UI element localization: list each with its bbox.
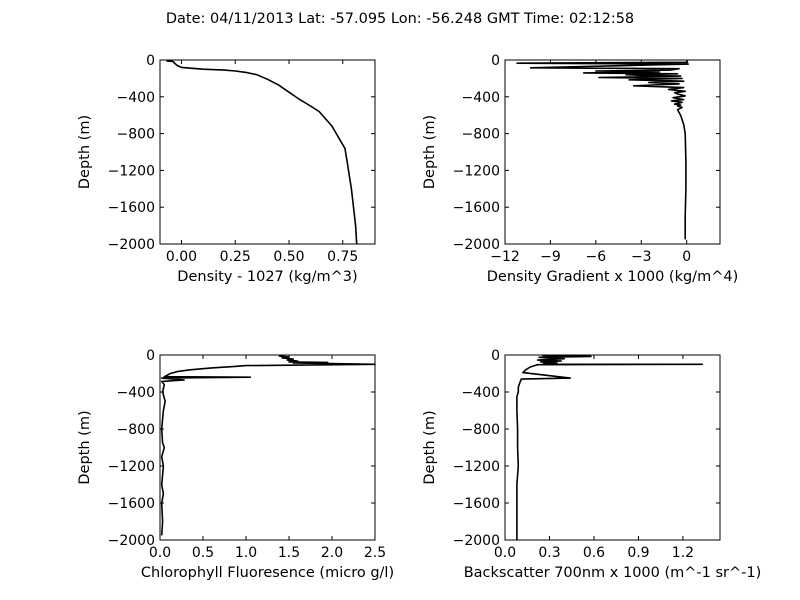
y-tick-label: −1200: [108, 459, 155, 475]
y-tick-label: −400: [117, 385, 155, 401]
panels: 0.00 0.25 0.50 0.750−400−800−1200−1600−2000…: [77, 53, 761, 581]
x-tick-label: 0: [682, 249, 691, 265]
series-line: [166, 60, 358, 245]
y-tick-label: −400: [462, 385, 500, 401]
x-tick-label: 1.2: [672, 545, 694, 561]
axes-frame: [504, 59, 721, 245]
y-tick-label: −2000: [108, 533, 155, 549]
y-tick-label: −800: [462, 422, 500, 438]
panel-4: 0.0 0.3 0.6 0.9 1.2 0 −400 −800 −1200 −1600 −2000 B…: [422, 348, 761, 581]
y-tick-label: −1200: [453, 459, 500, 475]
y-axis-label: Depth (m): [422, 410, 438, 484]
x-tick-label: 0.9: [627, 545, 649, 561]
axes-frame: [159, 354, 376, 541]
x-axis-label: Density Gradient x 1000 (kg/m^4): [487, 269, 738, 285]
x-tick-label: 1.5: [278, 545, 300, 561]
y-tick-label: −1200: [108, 163, 155, 179]
series-line: [160, 355, 376, 536]
x-tick-label: 2.5: [364, 545, 386, 561]
x-tick-label: 0.25: [220, 249, 251, 265]
y-tick-label: −1200: [453, 163, 500, 179]
y-tick-label: 0: [491, 348, 500, 364]
y-tick-label: −2000: [108, 237, 155, 253]
x-axis-label: Density - 1027 (kg/m^3): [177, 269, 357, 285]
panel-1: 0.00 0.25 0.50 0.75 0 −400 −800 −1200 −1600 −2000…: [77, 53, 376, 285]
x-tick-label: 0.0: [149, 545, 171, 561]
y-tick-label: −1600: [453, 496, 500, 512]
y-tick-label: −800: [117, 422, 155, 438]
y-tick-label: −800: [117, 127, 155, 143]
x-tick-label: 1.0: [235, 545, 257, 561]
figure-title: Date: 04/11/2013 Lat: -57.095 Lon: -56.2…: [166, 11, 634, 27]
y-tick-label: −1600: [108, 496, 155, 512]
x-axis-label: Chlorophyll Fluoresence (micro g/l): [141, 565, 394, 581]
x-tick-label: 0.5: [192, 545, 214, 561]
x-tick-label: 0.0: [494, 545, 516, 561]
x-tick-label: −6: [586, 249, 607, 265]
x-tick-label: −12: [490, 249, 520, 265]
y-tick-label: 0: [146, 348, 155, 364]
y-tick-label: −1600: [453, 200, 500, 216]
x-tick-label: −9: [540, 249, 561, 265]
y-tick-label: −400: [117, 90, 155, 106]
y-axis-label: Depth (m): [422, 115, 438, 189]
axes-frame: [159, 59, 376, 245]
x-tick-label: −3: [631, 249, 652, 265]
x-tick-label: 0.6: [583, 545, 605, 561]
axes-frame: [504, 354, 721, 541]
y-axis-label: Depth (m): [77, 115, 93, 189]
panel-2: −12 −9 −6 −3 0 0 −400 −800 −1200 −1600 −2000 Densit…: [422, 53, 738, 285]
y-tick-label: −800: [462, 127, 500, 143]
y-tick-label: −2000: [453, 237, 500, 253]
x-tick-label: 0.50: [273, 249, 304, 265]
y-tick-label: 0: [491, 53, 500, 69]
y-tick-label: 0: [146, 53, 155, 69]
y-tick-label: −2000: [453, 533, 500, 549]
y-tick-label: −400: [462, 90, 500, 106]
x-axis-label: Backscatter 700nm x 1000 (m^-1 sr^-1): [464, 565, 762, 581]
x-tick-label: 0.3: [538, 545, 560, 561]
series-line: [516, 60, 689, 240]
panel-3: 0.0 0.5 1.0 1.5 2.0 2.5 0 −400 −800 −1200 −1600 −20…: [77, 348, 394, 581]
x-tick-label: 2.0: [321, 545, 343, 561]
y-tick-label: −1600: [108, 200, 155, 216]
x-tick-label: 0.75: [327, 249, 358, 265]
x-tick-label: 0.00: [166, 249, 197, 265]
series-line: [516, 354, 703, 540]
y-axis-label: Depth (m): [77, 410, 93, 484]
